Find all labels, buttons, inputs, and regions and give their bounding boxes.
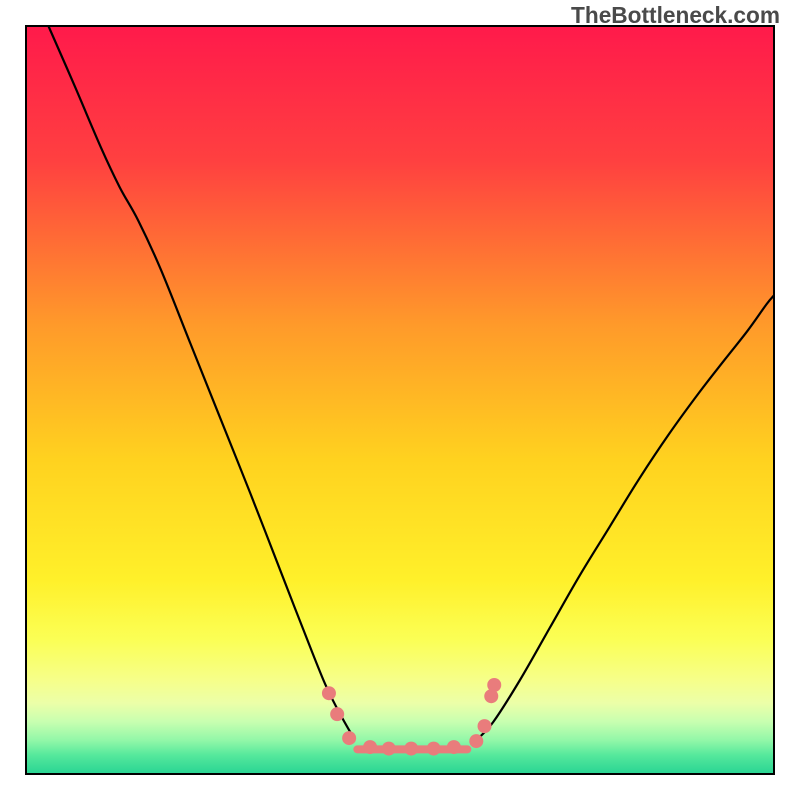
data-marker [447, 740, 461, 754]
data-marker [487, 678, 501, 692]
data-marker [322, 686, 336, 700]
data-marker [404, 742, 418, 756]
data-marker [469, 734, 483, 748]
data-marker [478, 719, 492, 733]
data-marker [363, 740, 377, 754]
data-marker [342, 731, 356, 745]
data-marker [427, 742, 441, 756]
data-marker [382, 742, 396, 756]
curve-right-branch [479, 295, 774, 738]
data-marker [330, 707, 344, 721]
watermark-text: TheBottleneck.com [571, 2, 780, 29]
chart-overlay [0, 0, 800, 800]
curve-left-branch [48, 26, 352, 737]
plot-border [26, 26, 774, 774]
chart-stage: TheBottleneck.com [0, 0, 800, 800]
